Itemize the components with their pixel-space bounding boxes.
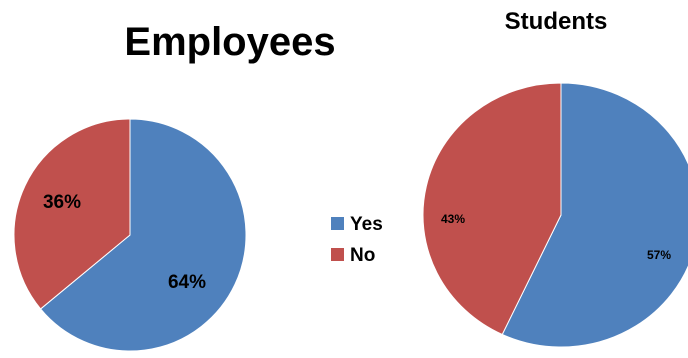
- employees-slice-yes: [39, 118, 247, 352]
- employees-slice-no: [13, 118, 131, 310]
- legend-swatch-no: [331, 248, 344, 261]
- legend-item-yes: Yes: [331, 214, 383, 235]
- students-label-yes: 57%: [647, 248, 671, 262]
- students-slice-yes: [501, 82, 688, 348]
- legend-swatch-yes: [331, 217, 344, 230]
- students-slice-no: [422, 82, 562, 336]
- students-label-no: 43%: [441, 212, 465, 226]
- students-chart: Students 57% 43%: [422, 8, 688, 348]
- legend-item-no: No: [331, 245, 375, 266]
- employees-chart-title: Employees: [124, 20, 335, 64]
- employees-chart: Employees 64% 36%: [13, 20, 336, 352]
- students-chart-title: Students: [505, 8, 608, 35]
- legend-label-no: No: [350, 245, 375, 266]
- employees-pie: 64% 36%: [13, 118, 247, 352]
- employees-label-no: 36%: [43, 192, 81, 213]
- legend: Yes No: [331, 214, 383, 266]
- legend-label-yes: Yes: [350, 214, 383, 235]
- students-pie: 57% 43%: [422, 82, 688, 348]
- employees-label-yes: 64%: [168, 272, 206, 293]
